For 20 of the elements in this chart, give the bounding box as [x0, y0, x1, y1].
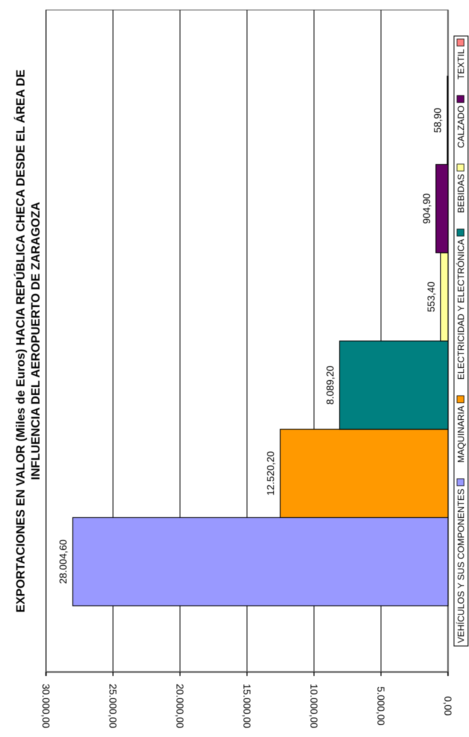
legend-label: BEBIDAS: [456, 174, 466, 214]
x-tick-label: 20.000,00: [174, 684, 184, 729]
data-label: 8.089,20: [326, 365, 337, 405]
x-tick-label: 30.000,00: [40, 684, 50, 729]
legend-label: MAQUINARIA: [456, 406, 466, 463]
data-label: 553,40: [426, 281, 438, 312]
data-label: 28.004,60: [58, 538, 70, 584]
x-tick-label: 5.000,00: [374, 686, 386, 726]
legend-label: CALZADO: [456, 106, 466, 148]
legend-label: VEHÍCULOS Y SUS COMPONENTES: [456, 488, 466, 643]
x-tick-label: 10.000,00: [308, 684, 318, 729]
legend-label: ELECTRICIDAD Y ELECTRÓNICA: [456, 239, 466, 380]
text: EXPORTACIONES EN VALOR (Miles de Euros) HACIA REPÚBLICA CHECA DESDE EL ÁREA DE INFLUENCIA DEL AEROPUERTO DE ZARAGOZA: [14, 70, 42, 612]
data-label: 58,90: [433, 107, 444, 133]
data-label: 904,90: [422, 192, 433, 224]
legend-label: TEXTIL: [456, 49, 466, 80]
x-tick-label: 15.000,00: [240, 684, 252, 729]
x-tick-label: 25.000,00: [106, 684, 118, 729]
data-label: 12.520,20: [266, 450, 278, 496]
x-tick-label: 0,00: [442, 696, 452, 716]
